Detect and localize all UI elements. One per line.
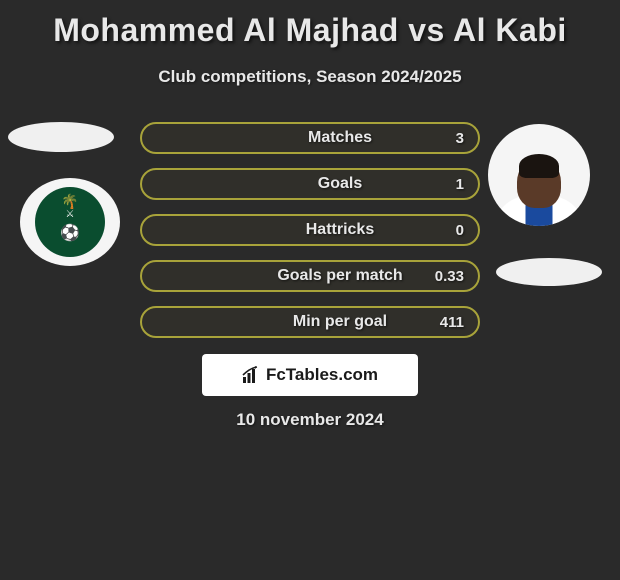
stat-row-matches: Matches 3: [140, 122, 480, 154]
stat-row-min-per-goal: Min per goal 411: [140, 306, 480, 338]
subtitle: Club competitions, Season 2024/2025: [0, 67, 620, 87]
stat-value: 411: [440, 314, 464, 331]
date-text: 10 november 2024: [0, 410, 620, 430]
branding-text: FcTables.com: [266, 365, 378, 385]
stat-value: 1: [456, 176, 464, 193]
page-title: Mohammed Al Majhad vs Al Kabi: [0, 0, 620, 49]
club-crest-icon: 🌴 ⚔ ⚽: [35, 187, 105, 257]
stat-value: 3: [456, 130, 464, 147]
stat-label: Hattricks: [142, 221, 478, 239]
player-avatar: [488, 124, 590, 226]
stat-row-hattricks: Hattricks 0: [140, 214, 480, 246]
stats-list: Matches 3 Goals 1 Hattricks 0 Goals per …: [140, 122, 480, 352]
player-head: [517, 158, 561, 208]
stat-value: 0.33: [435, 268, 464, 285]
stat-label: Min per goal: [142, 313, 478, 331]
stat-label: Matches: [142, 129, 478, 147]
club-badge-left: 🌴 ⚔ ⚽: [20, 178, 120, 266]
swords-icon: ⚔: [66, 209, 75, 220]
stat-row-goals: Goals 1: [140, 168, 480, 200]
bar-chart-icon: [242, 366, 262, 384]
branding-box: FcTables.com: [202, 354, 418, 396]
stat-row-goals-per-match: Goals per match 0.33: [140, 260, 480, 292]
player-hair: [519, 154, 559, 178]
stat-label: Goals: [142, 175, 478, 193]
infographic-container: Mohammed Al Majhad vs Al Kabi Club compe…: [0, 0, 620, 580]
decorative-ellipse-right: [496, 258, 602, 286]
palm-icon: 🌴: [61, 193, 78, 210]
stat-value: 0: [456, 222, 464, 239]
stat-label: Goals per match: [142, 267, 478, 285]
decorative-ellipse-left: [8, 122, 114, 152]
ball-icon: ⚽: [60, 223, 80, 243]
